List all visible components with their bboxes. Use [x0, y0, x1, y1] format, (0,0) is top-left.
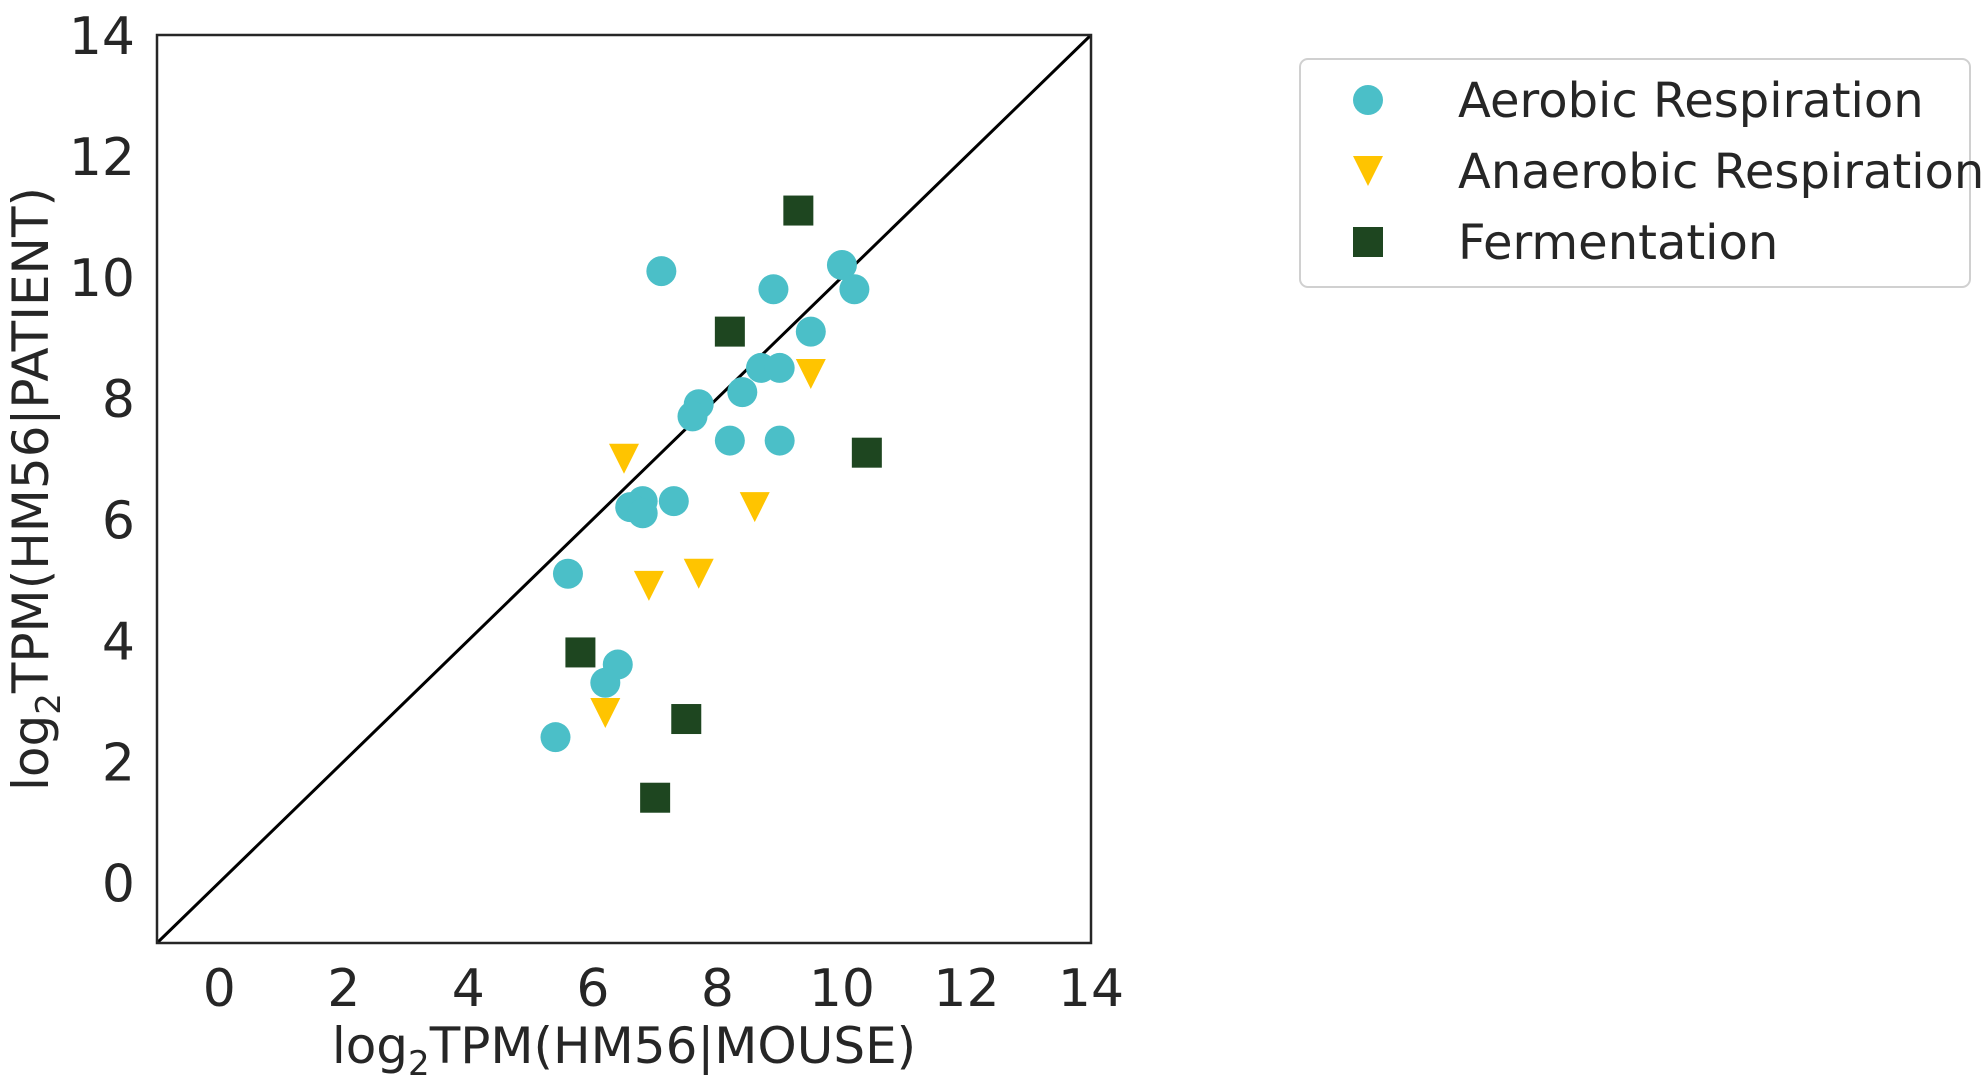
x-tick-label: 4 [452, 959, 485, 1019]
legend-label: Aerobic Respiration [1458, 73, 1924, 129]
data-point [646, 256, 677, 287]
data-point [627, 498, 658, 529]
x-tick-label: 6 [576, 959, 609, 1019]
tick-labels: 0 2 4 6 8 10 12 14 0 2 4 6 8 10 12 14 [69, 7, 1124, 1019]
data-point [851, 437, 882, 468]
series-0 [540, 250, 870, 753]
y-tick-label: 12 [69, 128, 135, 188]
plot-frame [155, 33, 1093, 945]
data-point [714, 425, 745, 456]
y-tick-label: 2 [102, 733, 135, 793]
series-2 [565, 195, 882, 813]
x-tick-label: 0 [203, 959, 236, 1019]
data-point [658, 486, 689, 517]
series-1 [590, 358, 826, 728]
legend-marker [1353, 85, 1383, 115]
x-tick-label: 10 [809, 959, 875, 1019]
legend-item: Aerobic Respiration [1353, 73, 1924, 129]
x-axis-label-subscript: 2 [408, 1044, 430, 1084]
legend-marker [1353, 156, 1383, 186]
data-point [758, 274, 789, 305]
y-tick-label: 10 [69, 249, 135, 309]
x-axis-label: log2TPM(HM56|MOUSE) [332, 1017, 916, 1084]
y-axis-label-subscript: 2 [29, 693, 69, 715]
y-axis-label-rest: TPM(HM56|PATIENT) [2, 187, 60, 694]
legend-box [1299, 58, 1971, 288]
data-point [677, 401, 708, 432]
y-tick-label: 0 [102, 854, 135, 914]
legend-item: Fermentation [1353, 215, 1778, 271]
data-point [727, 377, 758, 408]
data-point [671, 704, 702, 735]
data-point [590, 697, 621, 728]
data-point [609, 443, 639, 474]
data-point [590, 667, 621, 698]
data-point [633, 570, 664, 601]
data-point [795, 316, 826, 347]
y-tick-label: 6 [102, 491, 135, 551]
data-point [839, 274, 870, 305]
data-point [683, 558, 714, 589]
data-point [764, 352, 795, 383]
data-point [714, 316, 745, 347]
data-point [565, 637, 596, 668]
y-tick-label: 8 [102, 370, 135, 430]
x-axis-label-prefix: log [332, 1017, 408, 1075]
x-tick-label: 12 [933, 959, 999, 1019]
data-point [540, 722, 571, 753]
x-axis-label-rest: TPM(HM56|MOUSE) [429, 1017, 916, 1075]
y-axis-label: log2TPM(HM56|PATIENT) [2, 187, 69, 791]
data-point [552, 558, 583, 589]
legend-marker [1353, 227, 1383, 257]
data-points [540, 195, 882, 813]
data-point [739, 492, 770, 523]
legend-label: Fermentation [1458, 215, 1778, 271]
legend-item: Anaerobic Respiration [1353, 144, 1984, 200]
y-tick-label: 14 [69, 7, 135, 67]
data-point [764, 425, 795, 456]
data-point [783, 195, 814, 226]
x-tick-label: 14 [1058, 959, 1124, 1019]
y-tick-label: 4 [102, 612, 135, 672]
legend: Aerobic Respiration Anaerobic Respiration… [1299, 58, 1984, 288]
x-tick-label: 8 [701, 959, 734, 1019]
data-point [826, 250, 857, 281]
legend-label: Anaerobic Respiration [1458, 144, 1984, 200]
identity-line [155, 33, 1093, 945]
data-point [795, 358, 826, 389]
y-axis-label-prefix: log [2, 715, 60, 791]
x-tick-label: 2 [327, 959, 360, 1019]
data-point [640, 782, 671, 813]
